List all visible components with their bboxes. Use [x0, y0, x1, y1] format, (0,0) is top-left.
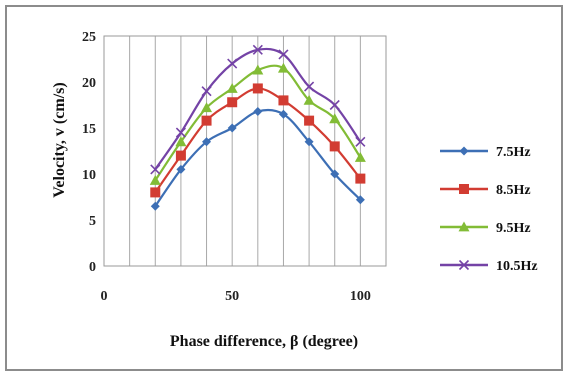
data-point: [304, 137, 314, 147]
series-8-5hz: [150, 83, 366, 198]
y-tick-label: 10: [82, 168, 96, 183]
data-point: [175, 127, 186, 138]
data-point: [175, 136, 187, 147]
series-9-5hz: [149, 62, 366, 185]
data-point: [278, 95, 289, 106]
legend-marker: [458, 259, 470, 271]
series-10-5hz: [150, 44, 366, 175]
data-point: [227, 97, 238, 108]
data-point: [278, 49, 289, 60]
data-point: [150, 164, 161, 175]
y-axis-title: Velocity, v (cm/s): [51, 82, 68, 197]
data-point: [330, 169, 340, 179]
data-point: [150, 187, 161, 198]
data-point: [304, 115, 315, 126]
data-point: [303, 94, 315, 105]
data-point: [175, 150, 186, 161]
data-point: [252, 44, 263, 55]
data-point: [176, 164, 186, 174]
legend-item: 10.5Hz: [440, 259, 538, 274]
legend-label: 7.5Hz: [496, 145, 531, 160]
data-point: [277, 62, 289, 73]
data-point: [201, 102, 213, 113]
legend-marker: [458, 221, 470, 232]
data-point: [355, 173, 366, 184]
data-point: [202, 137, 212, 147]
grid-lines: [129, 36, 361, 266]
x-tick-label: 100: [350, 289, 371, 304]
y-tick-label: 25: [82, 30, 96, 45]
data-point: [149, 174, 161, 185]
x-axis-ticks: 0 50 100: [101, 289, 371, 304]
data-point: [252, 64, 264, 75]
data-point: [201, 115, 212, 126]
data-point: [329, 99, 340, 111]
legend-label: 8.5Hz: [496, 183, 531, 198]
data-point: [201, 86, 212, 97]
data-point: [253, 106, 263, 116]
legend-item: 7.5Hz: [440, 145, 531, 160]
series-7-5hz: [150, 106, 365, 211]
data-point: [329, 141, 340, 152]
legend-item: 9.5Hz: [440, 221, 531, 236]
legend-marker: [459, 184, 469, 194]
data-point: [252, 83, 263, 94]
y-tick-label: 0: [89, 260, 96, 275]
data-point: [278, 109, 288, 119]
x-tick-label: 0: [101, 289, 108, 304]
legend-item: 8.5Hz: [440, 183, 531, 198]
legend-label: 10.5Hz: [496, 259, 538, 274]
x-axis-title: Phase difference, β (degree): [170, 333, 358, 350]
legend-marker: [459, 146, 469, 156]
data-point: [150, 201, 160, 211]
plot-area: [103, 35, 387, 267]
y-tick-label: 20: [82, 76, 96, 91]
legend: 7.5Hz 8.5Hz 9.5Hz 10.5Hz: [440, 145, 538, 274]
y-tick-label: 5: [89, 214, 96, 229]
data-point: [227, 123, 237, 133]
data-point: [226, 82, 238, 93]
y-tick-label: 15: [82, 122, 96, 137]
x-tick-label: 50: [225, 289, 239, 304]
y-axis-ticks: 0 5 10 15 20 25: [82, 30, 96, 275]
data-point: [227, 58, 238, 69]
legend-label: 9.5Hz: [496, 221, 531, 236]
data-point: [355, 136, 366, 147]
data-point: [329, 113, 341, 124]
data-point: [304, 81, 315, 92]
data-point: [354, 151, 366, 162]
series-group: [149, 44, 366, 211]
data-point: [355, 195, 365, 205]
